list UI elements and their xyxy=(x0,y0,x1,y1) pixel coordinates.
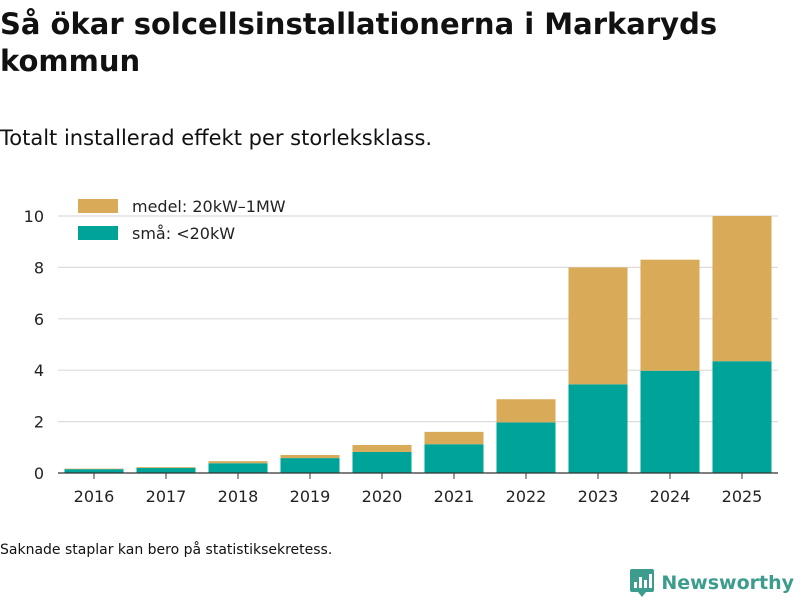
footnote: Saknade staplar kan bero på statistiksek… xyxy=(0,542,333,558)
x-tick-label: 2024 xyxy=(650,487,691,506)
newsworthy-chart-icon xyxy=(630,569,655,597)
bar-sma-2019 xyxy=(280,458,340,473)
bar-medel-2024 xyxy=(640,259,700,371)
bar-medel-2019 xyxy=(280,455,340,459)
x-tick-label: 2019 xyxy=(290,487,331,506)
bar-medel-2018 xyxy=(208,461,268,464)
bar-sma-2020 xyxy=(352,451,412,473)
bar-medel-2017 xyxy=(136,467,196,468)
bar-sma-2017 xyxy=(136,467,196,473)
x-tick-label: 2021 xyxy=(434,487,475,506)
x-tick-label: 2017 xyxy=(146,487,187,506)
bar-sma-2024 xyxy=(640,370,700,473)
bar-sma-2018 xyxy=(208,463,268,473)
bar-sma-2025 xyxy=(712,361,772,473)
bar-medel-2022 xyxy=(496,399,556,423)
chart-title: Så ökar solcellsinstallationerna i Marka… xyxy=(0,7,718,78)
x-tick-label: 2022 xyxy=(506,487,547,506)
bar-medel-2021 xyxy=(424,431,484,445)
y-axis-ticks: 0 2 4 6 8 10 xyxy=(24,207,44,483)
bar-medel-2020 xyxy=(352,444,412,452)
x-tick-label: 2020 xyxy=(362,487,403,506)
x-tick-label: 2016 xyxy=(74,487,115,506)
legend-swatch-medel xyxy=(78,199,118,213)
x-axis-ticks: 2016 2017 2018 2019 2020 2021 2022 2023 2024 2025 xyxy=(74,473,763,506)
x-tick-label: 2025 xyxy=(722,487,763,506)
x-tick-label: 2018 xyxy=(218,487,259,506)
y-tick-label: 6 xyxy=(34,310,44,329)
legend-label-sma: små: <20kW xyxy=(132,224,235,243)
bar-sma-2021 xyxy=(424,444,484,473)
bars xyxy=(64,216,772,473)
newsworthy-logo: Newsworthy xyxy=(629,568,794,598)
y-tick-label: 8 xyxy=(34,258,44,277)
legend-label-medel: medel: 20kW–1MW xyxy=(132,197,286,216)
legend: medel: 20kW–1MW små: <20kW xyxy=(78,197,286,243)
chart-subtitle: Totalt installerad effekt per storlekskl… xyxy=(0,126,433,150)
x-tick-label: 2023 xyxy=(578,487,619,506)
legend-swatch-sma xyxy=(78,226,118,240)
bar-sma-2022 xyxy=(496,422,556,473)
bar-medel-2025 xyxy=(712,216,772,362)
bar-sma-2023 xyxy=(568,384,628,473)
y-tick-label: 2 xyxy=(34,413,44,432)
bar-medel-2023 xyxy=(568,267,628,385)
bar-medel-2016 xyxy=(64,468,124,470)
brand-name: Newsworthy xyxy=(661,572,794,594)
y-tick-label: 0 xyxy=(34,464,44,483)
y-tick-label: 10 xyxy=(24,207,44,226)
y-tick-label: 4 xyxy=(34,361,44,380)
bar-sma-2016 xyxy=(64,469,124,473)
